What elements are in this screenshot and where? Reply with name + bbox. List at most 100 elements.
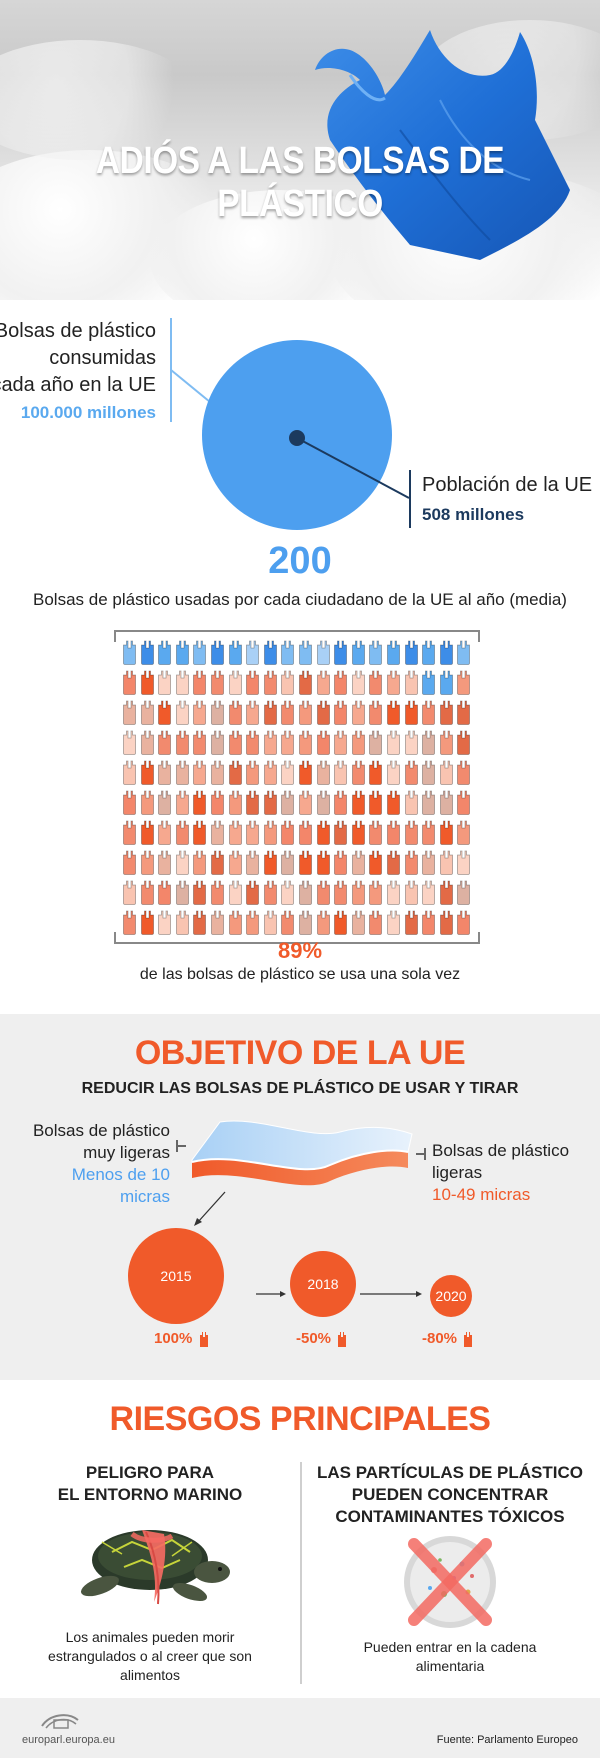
bag-icon bbox=[157, 640, 172, 665]
label-line: muy ligeras bbox=[83, 1143, 170, 1162]
bag-icon bbox=[333, 730, 348, 755]
bag-icon bbox=[386, 640, 401, 665]
bag-icon bbox=[175, 700, 190, 725]
title-line: EL ENTORNO MARINO bbox=[57, 1485, 243, 1504]
bag-icon bbox=[333, 880, 348, 905]
label-line: Bolsas de plástico bbox=[432, 1141, 570, 1160]
bag-icon bbox=[456, 730, 471, 755]
bag-icon bbox=[386, 790, 401, 815]
bag-icon bbox=[192, 760, 207, 785]
bag-icon bbox=[263, 700, 278, 725]
bag-icon bbox=[456, 820, 471, 845]
text-line: alimentos bbox=[120, 1667, 180, 1683]
timeline-arrows bbox=[194, 1191, 422, 1297]
bag-icon bbox=[421, 670, 436, 695]
bag-icon bbox=[245, 670, 260, 695]
bag-icon bbox=[157, 670, 172, 695]
bag-icon bbox=[386, 850, 401, 875]
bag-icon bbox=[456, 700, 471, 725]
bag-icon bbox=[351, 700, 366, 725]
bag-icon bbox=[245, 910, 260, 935]
bag-icon bbox=[404, 760, 419, 785]
site-link[interactable]: europarl.europa.eu bbox=[22, 1734, 115, 1746]
bag-icon bbox=[228, 850, 243, 875]
bag-icon bbox=[351, 790, 366, 815]
risk-marine-title: PELIGRO PARA EL ENTORNO MARINO bbox=[20, 1462, 280, 1506]
bag-icon bbox=[298, 850, 313, 875]
bag-icon bbox=[298, 880, 313, 905]
bag-icon bbox=[280, 700, 295, 725]
bag-icon bbox=[122, 850, 137, 875]
bag-icon bbox=[122, 760, 137, 785]
bag-icon bbox=[122, 880, 137, 905]
bag-icon bbox=[157, 760, 172, 785]
page-title: ADIÓS A LAS BOLSAS DE PLÁSTICO bbox=[95, 140, 505, 225]
timeline-year: 2020 bbox=[435, 1288, 467, 1304]
bag-icon bbox=[439, 670, 454, 695]
bag-icon bbox=[157, 730, 172, 755]
bag-icon bbox=[368, 820, 383, 845]
bag-icon bbox=[245, 730, 260, 755]
title-line: CONTAMINANTES TÓXICOS bbox=[335, 1507, 565, 1526]
plastic-particles-icon bbox=[404, 1536, 496, 1628]
text-line: alimentaria bbox=[415, 1658, 485, 1674]
bag-icon bbox=[456, 640, 471, 665]
bag-icon bbox=[298, 670, 313, 695]
tick bbox=[176, 1145, 186, 1147]
timeline-year: 2015 bbox=[160, 1268, 192, 1284]
bag-icon bbox=[351, 730, 366, 755]
bracket bbox=[114, 932, 480, 944]
bag-icon bbox=[298, 760, 313, 785]
bag-icon bbox=[333, 820, 348, 845]
bag-icon bbox=[368, 880, 383, 905]
bag-icon bbox=[298, 730, 313, 755]
bag-icon bbox=[263, 640, 278, 665]
bag-icon bbox=[245, 880, 260, 905]
bag-icon bbox=[140, 910, 155, 935]
bag-icon bbox=[210, 670, 225, 695]
bag-icon bbox=[122, 910, 137, 935]
bag-icon bbox=[316, 760, 331, 785]
risk-marine-text: Los animales pueden morir estrangulados … bbox=[20, 1628, 280, 1685]
bag-icon bbox=[421, 790, 436, 815]
bag-icon bbox=[140, 730, 155, 755]
bag-icon bbox=[316, 700, 331, 725]
bag-icon bbox=[175, 850, 190, 875]
title-line: PUEDEN CONCENTRAR bbox=[351, 1485, 549, 1504]
bag-icon bbox=[228, 640, 243, 665]
risks-title: RIESGOS PRINCIPALES bbox=[109, 1400, 491, 1438]
bag-icon bbox=[122, 670, 137, 695]
bag-icon bbox=[263, 880, 278, 905]
bag-icon bbox=[228, 820, 243, 845]
bag-icon bbox=[140, 670, 155, 695]
bag-icon bbox=[245, 700, 260, 725]
bag-icon bbox=[175, 730, 190, 755]
bag-icon bbox=[404, 790, 419, 815]
bag-icon bbox=[368, 910, 383, 935]
label-line: Bolsas de plástico bbox=[0, 320, 156, 342]
bag-icon bbox=[280, 730, 295, 755]
bag-icon bbox=[210, 640, 225, 665]
bag-icon bbox=[421, 850, 436, 875]
label-line: Bolsas de plástico bbox=[32, 1121, 170, 1140]
bag-icon bbox=[192, 670, 207, 695]
bag-icon bbox=[228, 910, 243, 935]
bag-grid bbox=[122, 640, 474, 935]
bag-icon bbox=[140, 790, 155, 815]
bag-icon bbox=[456, 850, 471, 875]
bag-icon bbox=[263, 790, 278, 815]
bag-icon bbox=[351, 880, 366, 905]
turtle-icon bbox=[81, 1530, 230, 1605]
single-use-percent: 89% bbox=[277, 938, 323, 963]
bag-icon bbox=[175, 880, 190, 905]
bag-icon bbox=[192, 790, 207, 815]
tick bbox=[416, 1153, 426, 1155]
objective-section bbox=[0, 1014, 600, 1380]
bag-icon bbox=[175, 790, 190, 815]
cloud bbox=[0, 40, 200, 160]
bag-icon bbox=[228, 670, 243, 695]
bag-icon bbox=[333, 910, 348, 935]
divider bbox=[300, 1462, 302, 1684]
bag-icon bbox=[157, 820, 172, 845]
